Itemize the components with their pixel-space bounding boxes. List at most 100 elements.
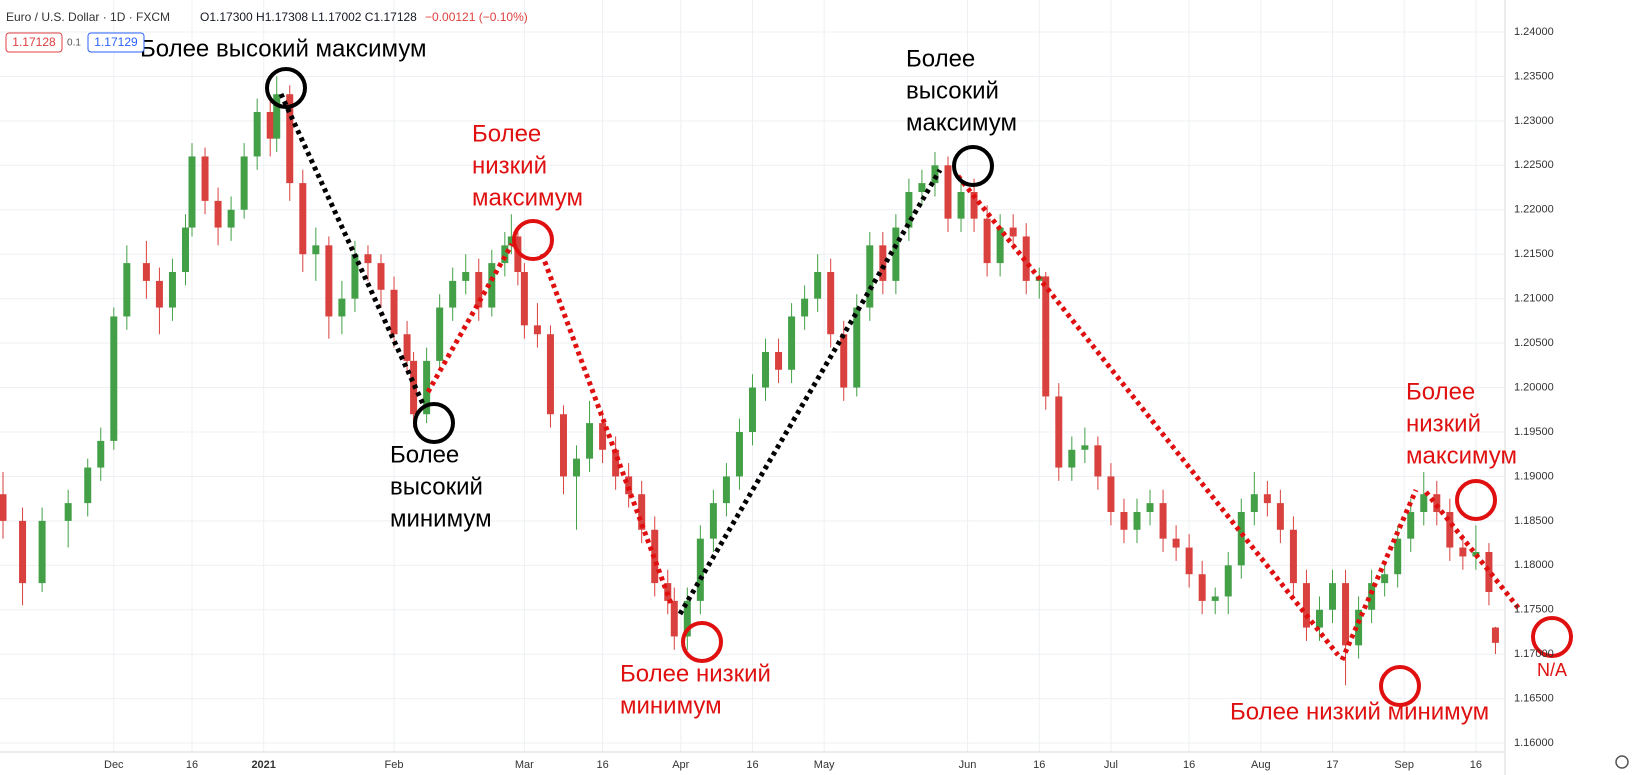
candle-body [1329, 583, 1337, 610]
candle-body [377, 263, 385, 290]
annotation-text: низкий [472, 152, 547, 179]
candle-body [1133, 512, 1141, 530]
y-tick-label: 1.21000 [1514, 293, 1554, 305]
candle-body [1381, 574, 1389, 584]
y-tick-label: 1.20500 [1514, 337, 1554, 349]
x-tick-label: 16 [1470, 759, 1482, 771]
annotation-text: Более [390, 441, 459, 468]
y-tick-label: 1.23500 [1514, 70, 1554, 82]
swing-circle [413, 402, 455, 444]
candle-body [1224, 565, 1232, 597]
candle-body [1211, 596, 1219, 601]
candle-body [612, 449, 620, 477]
swing-circle [512, 219, 554, 261]
candle-body [403, 334, 411, 361]
x-tick-label: 16 [186, 759, 198, 771]
candle-body [351, 254, 359, 299]
candle-body [788, 316, 796, 370]
x-tick-label: Jul [1104, 759, 1118, 771]
y-tick-label: 1.24000 [1514, 26, 1554, 38]
candle-body [1055, 396, 1063, 468]
annotation-text: минимум [390, 505, 492, 532]
candle-body [625, 476, 633, 495]
candle-body [638, 494, 646, 530]
candle-body [1068, 449, 1076, 468]
candle-body [462, 272, 470, 281]
candle-body [1263, 494, 1271, 504]
candle-body [390, 289, 398, 335]
settings-icon[interactable] [1615, 755, 1629, 769]
annotation-text: Более высокий максимум [140, 35, 427, 62]
candle-body [722, 476, 730, 504]
candle-body [533, 325, 541, 335]
candle-body [299, 183, 307, 255]
candle-body [97, 440, 105, 468]
candle-body [1433, 494, 1441, 512]
candle-body [1081, 445, 1089, 450]
candle-body [970, 192, 978, 219]
candle-body [1420, 494, 1428, 512]
candle-body [214, 200, 222, 228]
spread: 0.1 [67, 38, 81, 49]
swing-circle [1531, 616, 1573, 658]
candle-body [273, 94, 281, 139]
y-tick-label: 1.20000 [1514, 381, 1554, 393]
annotation-text: максимум [906, 109, 1017, 136]
candle-body [827, 272, 835, 335]
candle-body [449, 280, 457, 308]
candle-body [735, 432, 743, 477]
candle-body [1172, 538, 1180, 548]
candle-body [559, 414, 567, 477]
candle-body [1491, 627, 1499, 643]
candle-body [905, 192, 913, 228]
candle-body [19, 520, 27, 584]
y-tick-label: 1.22000 [1514, 204, 1554, 216]
candle-body [1342, 583, 1350, 646]
symbol: Euro / U.S. Dollar · 1D · FXCM [6, 10, 170, 24]
candle-body [266, 112, 274, 139]
candle-body [240, 156, 248, 210]
buy-price[interactable]: 1.17129 [94, 35, 138, 49]
candle-body [1355, 609, 1363, 646]
annotation-text: высокий [906, 77, 999, 104]
candle-body [931, 165, 939, 184]
candle-body [188, 156, 196, 228]
candle-body [142, 263, 150, 281]
sell-price[interactable]: 1.17128 [12, 35, 56, 49]
annotation-text: Более низкий [620, 660, 771, 687]
candle-body [110, 316, 118, 441]
candle-body [814, 272, 822, 299]
candle-body [1009, 227, 1017, 237]
annotation-text: Более низкий минимум [1230, 698, 1489, 725]
candle-body [983, 218, 991, 264]
y-tick-label: 1.22500 [1514, 159, 1554, 171]
candle-body [1146, 503, 1154, 512]
y-tick-label: 1.18500 [1514, 515, 1554, 527]
candle-body [1368, 583, 1376, 610]
candles [0, 76, 1499, 686]
sell-button[interactable] [5, 32, 63, 53]
y-tick-label: 1.16500 [1514, 693, 1554, 705]
candle-body [520, 272, 528, 326]
candle-body [436, 307, 444, 361]
annotation-text: высокий [390, 473, 483, 500]
candle-body [892, 227, 900, 281]
candle-body [1485, 552, 1493, 592]
candle-body [586, 423, 594, 459]
candle-body [286, 94, 294, 184]
y-tick-label: 1.18000 [1514, 559, 1554, 571]
candle-body [227, 209, 235, 228]
candle-body [1250, 494, 1258, 512]
swing-line [278, 92, 426, 406]
buy-button[interactable] [87, 32, 145, 53]
y-tick-label: 1.19500 [1514, 426, 1554, 438]
candle-body [253, 112, 261, 157]
candle-body [1120, 512, 1128, 530]
candle-body [1107, 476, 1115, 512]
candle-body [1185, 547, 1193, 575]
candle-body [775, 352, 783, 370]
candle-body [853, 307, 861, 388]
candle-body [599, 423, 607, 450]
x-tick-label: 16 [746, 759, 758, 771]
